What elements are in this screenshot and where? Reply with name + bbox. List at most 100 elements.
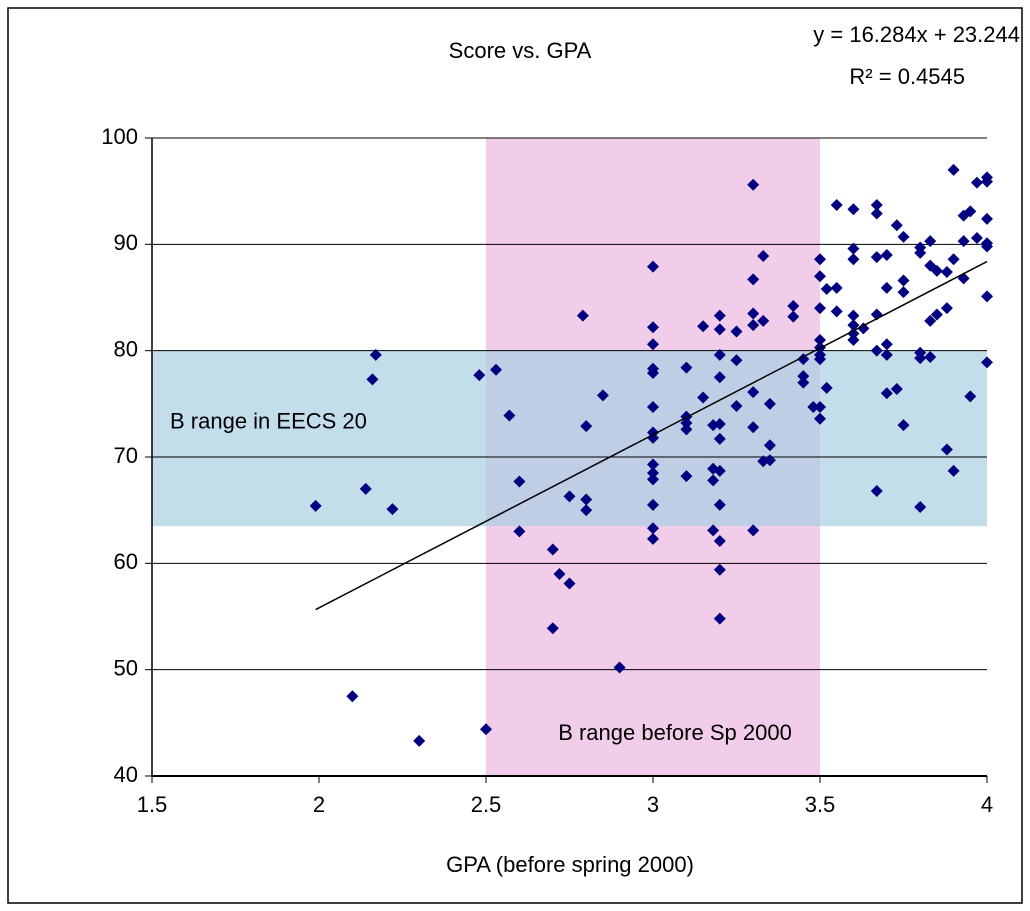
point — [820, 282, 833, 295]
point — [857, 322, 870, 335]
point — [914, 352, 927, 365]
point — [730, 399, 743, 412]
point — [797, 370, 810, 383]
point — [647, 401, 659, 414]
point — [563, 577, 576, 590]
point — [503, 409, 516, 422]
point — [369, 348, 382, 361]
point — [981, 212, 993, 225]
point — [820, 381, 833, 394]
point — [613, 661, 626, 674]
band-label: B range in EECS 20 — [170, 408, 367, 433]
point — [680, 470, 693, 483]
point — [513, 525, 526, 538]
trendline — [315, 260, 988, 611]
point — [847, 319, 860, 332]
point — [814, 353, 826, 366]
y-tick-label: 60 — [114, 549, 138, 574]
point — [513, 475, 526, 488]
x-tick-label: 3 — [647, 792, 659, 817]
point — [847, 309, 860, 322]
point — [713, 535, 726, 548]
point — [940, 443, 953, 456]
point — [707, 462, 720, 475]
point — [647, 321, 659, 334]
point — [553, 567, 566, 580]
point — [680, 361, 693, 374]
point — [757, 250, 770, 263]
point — [563, 490, 576, 503]
point — [713, 563, 726, 576]
point — [797, 353, 810, 366]
point — [880, 248, 893, 261]
chart-title: Score vs. GPA — [449, 38, 592, 63]
point — [814, 270, 826, 283]
point — [940, 302, 953, 315]
point — [847, 242, 860, 255]
point — [914, 246, 927, 259]
point — [814, 302, 826, 315]
point — [386, 503, 399, 516]
point — [897, 274, 910, 287]
point — [930, 308, 943, 321]
point — [647, 473, 659, 486]
point — [763, 397, 776, 410]
point — [981, 290, 993, 303]
point — [947, 163, 960, 176]
trend-equation: y = 16.284x + 23.244 — [813, 22, 1020, 47]
point — [890, 219, 903, 232]
point — [924, 351, 937, 364]
band-label: B range before Sp 2000 — [558, 720, 792, 745]
x-tick-label: 2 — [313, 792, 325, 817]
point — [747, 319, 760, 332]
point — [713, 371, 726, 384]
point — [947, 253, 960, 266]
point — [680, 416, 693, 429]
point — [747, 307, 760, 320]
point — [647, 458, 659, 471]
point — [647, 431, 659, 444]
point — [880, 281, 893, 294]
point — [930, 264, 943, 277]
point — [647, 498, 659, 511]
point — [880, 348, 893, 361]
point — [707, 524, 720, 537]
point — [924, 314, 937, 327]
point — [713, 309, 726, 322]
point — [647, 466, 659, 479]
point — [830, 198, 843, 211]
point — [897, 230, 910, 243]
y-tick-label: 40 — [114, 762, 138, 787]
x-tick-label: 1.5 — [137, 792, 168, 817]
point — [359, 482, 372, 495]
point — [473, 369, 486, 382]
point — [366, 373, 379, 386]
point — [870, 344, 883, 357]
point — [847, 334, 860, 347]
point — [747, 524, 760, 537]
point — [713, 612, 726, 625]
point — [647, 260, 659, 273]
point — [647, 522, 659, 535]
point — [707, 474, 720, 487]
point — [940, 265, 953, 278]
point — [763, 454, 776, 467]
point — [490, 363, 503, 376]
point — [546, 543, 559, 556]
point — [814, 412, 826, 425]
point — [970, 231, 983, 244]
point — [757, 314, 770, 327]
point — [890, 382, 903, 395]
x-tick-label: 4 — [981, 792, 993, 817]
point — [870, 251, 883, 264]
point — [880, 387, 893, 400]
point — [707, 419, 720, 432]
point — [964, 205, 977, 218]
point — [580, 420, 593, 433]
point — [747, 421, 760, 434]
point — [413, 734, 426, 747]
point — [814, 401, 826, 414]
point — [787, 310, 800, 323]
point — [814, 253, 826, 266]
